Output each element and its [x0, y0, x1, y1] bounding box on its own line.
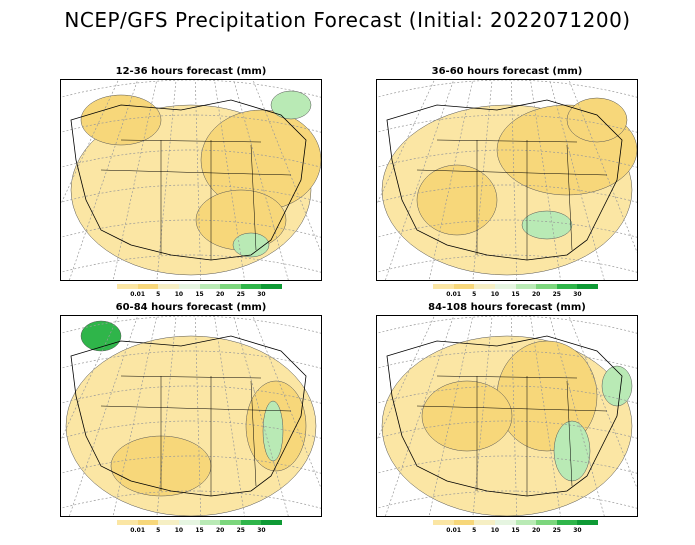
colorbar-swatch: [494, 520, 516, 525]
precipitation-map: [376, 79, 638, 281]
main-title: NCEP/GFS Precipitation Forecast (Initial…: [64, 8, 631, 32]
colorbar-label: 30: [573, 527, 582, 534]
colorbar-label: 5: [156, 527, 161, 534]
colorbar-swatch: [240, 284, 262, 289]
map-svg: [377, 316, 637, 516]
colorbar-label: 25: [552, 291, 561, 298]
colorbar-swatch: [515, 520, 537, 525]
forecast-panel-60-84: 60-84 hours forecast (mm) 0.01 5 10 15 20 25 3…: [60, 302, 322, 538]
colorbar-swatch: [474, 284, 495, 289]
colorbar-swatch: [137, 284, 159, 289]
colorbar-label: 20: [215, 291, 225, 298]
panel-title: 12-36 hours forecast (mm): [115, 66, 267, 77]
forecast-panel-12-36: 12-36 hours forecast (mm) 0.01 5 10 15 20 25 3…: [60, 66, 322, 302]
panel-title: 36-60 hours forecast (mm): [431, 66, 583, 77]
colorbar-label: 10: [174, 291, 184, 298]
colorbar-swatch: [199, 284, 221, 289]
colorbar-label: 15: [511, 291, 520, 298]
colorbar-label: 30: [257, 527, 266, 534]
colorbar-label: 10: [174, 527, 184, 534]
colorbar-swatch: [158, 520, 179, 525]
colorbar-label: 30: [257, 291, 266, 298]
colorbar-swatch: [178, 520, 200, 525]
colorbar-swatch: [178, 284, 200, 289]
colorbar-label: 0.01: [130, 527, 146, 534]
colorbar: 0.01 5 10 15 20 25 30: [117, 284, 282, 300]
colorbar-label: 5: [472, 291, 477, 298]
colorbar-swatch: [158, 284, 179, 289]
colorbar-label: 0.01: [446, 291, 462, 298]
colorbar-label: 5: [156, 291, 161, 298]
colorbar-label: 30: [573, 291, 582, 298]
precipitation-map: [60, 79, 322, 281]
precipitation-map: [60, 315, 322, 517]
colorbar-swatch: [117, 284, 138, 289]
panel-title: 60-84 hours forecast (mm): [115, 302, 267, 313]
colorbar-label: 15: [195, 527, 204, 534]
forecast-panel-84-108: 84-108 hours forecast (mm) 0.01 5 10 15 20 25…: [376, 302, 638, 538]
colorbar-swatch: [494, 284, 516, 289]
colorbar-swatch: [433, 284, 454, 289]
colorbar-label: 20: [531, 527, 541, 534]
colorbar-swatch: [117, 520, 138, 525]
map-svg: [61, 80, 321, 280]
colorbar: 0.01 5 10 15 20 25 30: [433, 520, 598, 536]
panel-title: 84-108 hours forecast (mm): [428, 302, 586, 313]
colorbar-label: 15: [195, 291, 204, 298]
colorbar-swatch: [261, 284, 282, 289]
colorbar-swatch: [556, 520, 578, 525]
colorbar-swatch: [240, 520, 262, 525]
colorbar-swatch: [536, 284, 557, 289]
colorbar-swatch: [453, 284, 475, 289]
precipitation-map: [376, 315, 638, 517]
colorbar-swatch: [261, 520, 282, 525]
colorbar-swatch: [536, 520, 557, 525]
colorbar: 0.01 5 10 15 20 25 30: [117, 520, 282, 536]
colorbar-label: 5: [472, 527, 477, 534]
map-svg: [377, 80, 637, 280]
colorbar-label: 25: [236, 291, 245, 298]
colorbar-label: 25: [236, 527, 245, 534]
colorbar-label: 15: [511, 527, 520, 534]
colorbar-label: 0.01: [446, 527, 462, 534]
colorbar-swatch: [220, 284, 241, 289]
colorbar-swatch: [453, 520, 475, 525]
colorbar-swatch: [577, 284, 598, 289]
colorbar-label: 10: [490, 527, 500, 534]
colorbar-label: 20: [215, 527, 225, 534]
colorbar-swatch: [577, 520, 598, 525]
colorbar-swatch: [556, 284, 578, 289]
colorbar-label: 0.01: [130, 291, 146, 298]
colorbar-label: 25: [552, 527, 561, 534]
forecast-panel-36-60: 36-60 hours forecast (mm) 0.01 5 10 15 20 25 3…: [376, 66, 638, 302]
colorbar-label: 10: [490, 291, 500, 298]
colorbar-swatch: [199, 520, 221, 525]
colorbar-swatch: [474, 520, 495, 525]
colorbar-swatch: [515, 284, 537, 289]
map-svg: [61, 316, 321, 516]
colorbar-swatch: [433, 520, 454, 525]
colorbar: 0.01 5 10 15 20 25 30: [433, 284, 598, 300]
colorbar-swatch: [220, 520, 241, 525]
colorbar-swatch: [137, 520, 159, 525]
colorbar-label: 20: [531, 291, 541, 298]
